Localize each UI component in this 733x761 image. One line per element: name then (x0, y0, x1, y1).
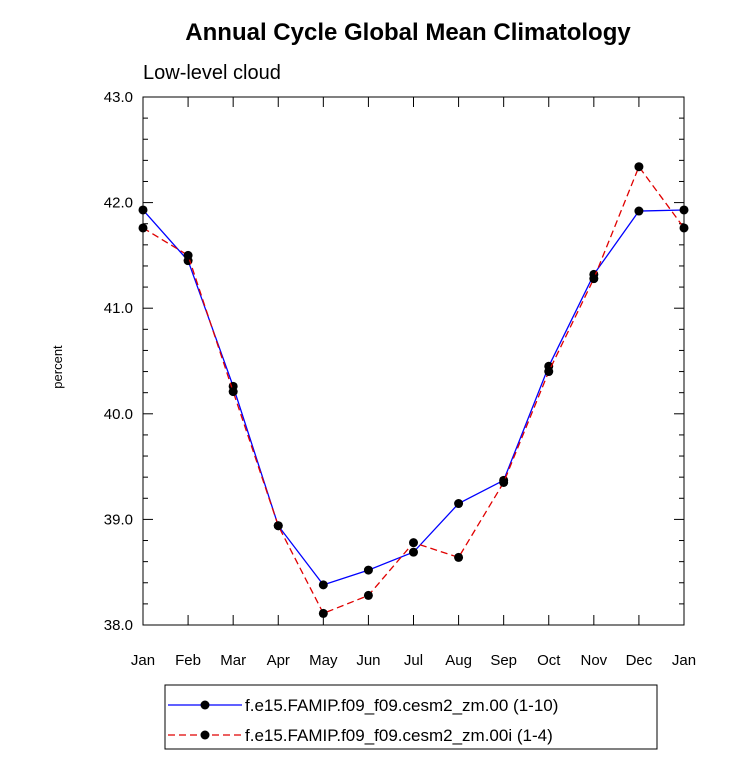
data-point (409, 538, 418, 548)
x-tick-label: Feb (175, 652, 201, 669)
x-tick-label: Mar (220, 652, 246, 669)
data-point (138, 223, 148, 233)
chart-subtitle: Low-level cloud (143, 62, 281, 84)
legend: f.e15.FAMIP.f09_f09.cesm2_zm.00 (1-10) f.… (164, 684, 658, 750)
x-tick-label: Jun (356, 652, 380, 669)
data-point (589, 274, 599, 284)
data-point (499, 477, 509, 487)
legend-items: f.e15.FAMIP.f09_f09.cesm2_zm.00 (1-10) f.… (168, 696, 558, 745)
y-tick-label: 42.0 (104, 195, 133, 212)
data-point (454, 552, 464, 562)
x-tick-label: Jul (404, 652, 423, 669)
data-point (183, 250, 193, 260)
data-point (228, 387, 238, 397)
y-tick-label: 40.0 (104, 406, 133, 423)
data-point (363, 590, 373, 600)
x-tick-label: May (309, 652, 338, 669)
x-tick-label: Jan (672, 652, 696, 669)
y-tick-label: 39.0 (104, 511, 133, 528)
legend-label: f.e15.FAMIP.f09_f09.cesm2_zm.00 (1-10) (245, 696, 558, 715)
data-point (634, 206, 644, 216)
data-point (273, 521, 283, 531)
chart-title: Annual Cycle Global Mean Climatology (185, 19, 631, 46)
legend-entry-2: f.e15.FAMIP.f09_f09.cesm2_zm.00i (1-4) (168, 726, 553, 745)
data-point (544, 367, 554, 377)
x-tick-label: Dec (626, 652, 653, 669)
legend-box (164, 684, 658, 750)
data-point (318, 580, 328, 590)
x-tick-label: Jan (131, 652, 155, 669)
x-tick-label: Oct (537, 652, 561, 669)
legend-marker (200, 730, 210, 740)
data-point (679, 223, 689, 233)
y-axis-label: percent (50, 345, 65, 389)
legend-entry-1: f.e15.FAMIP.f09_f09.cesm2_zm.00 (1-10) (168, 696, 558, 715)
series-line (142, 209, 685, 586)
legend-label: f.e15.FAMIP.f09_f09.cesm2_zm.00i (1-4) (245, 726, 553, 745)
ticks-layer: Jan Feb Mar Apr May Jun Jul Aug Sep Oct Nov Dec Jan 3… (104, 89, 696, 669)
series-layer (138, 162, 689, 618)
y-tick-label: 43.0 (104, 89, 133, 106)
x-tick-label: Sep (490, 652, 517, 669)
data-point (454, 499, 464, 509)
data-point (679, 205, 689, 215)
y-tick-label: 41.0 (104, 300, 133, 317)
data-point (318, 608, 328, 618)
series-1 (138, 205, 689, 590)
x-tick-label: Apr (267, 652, 290, 669)
data-point (634, 162, 644, 172)
data-point (138, 205, 148, 215)
x-tick-label: Aug (445, 652, 472, 669)
data-point (409, 547, 418, 557)
x-tick-label: Nov (580, 652, 607, 669)
series-2 (138, 162, 689, 618)
y-tick-label: 38.0 (104, 617, 133, 634)
data-point (363, 565, 373, 575)
legend-marker (200, 700, 210, 710)
